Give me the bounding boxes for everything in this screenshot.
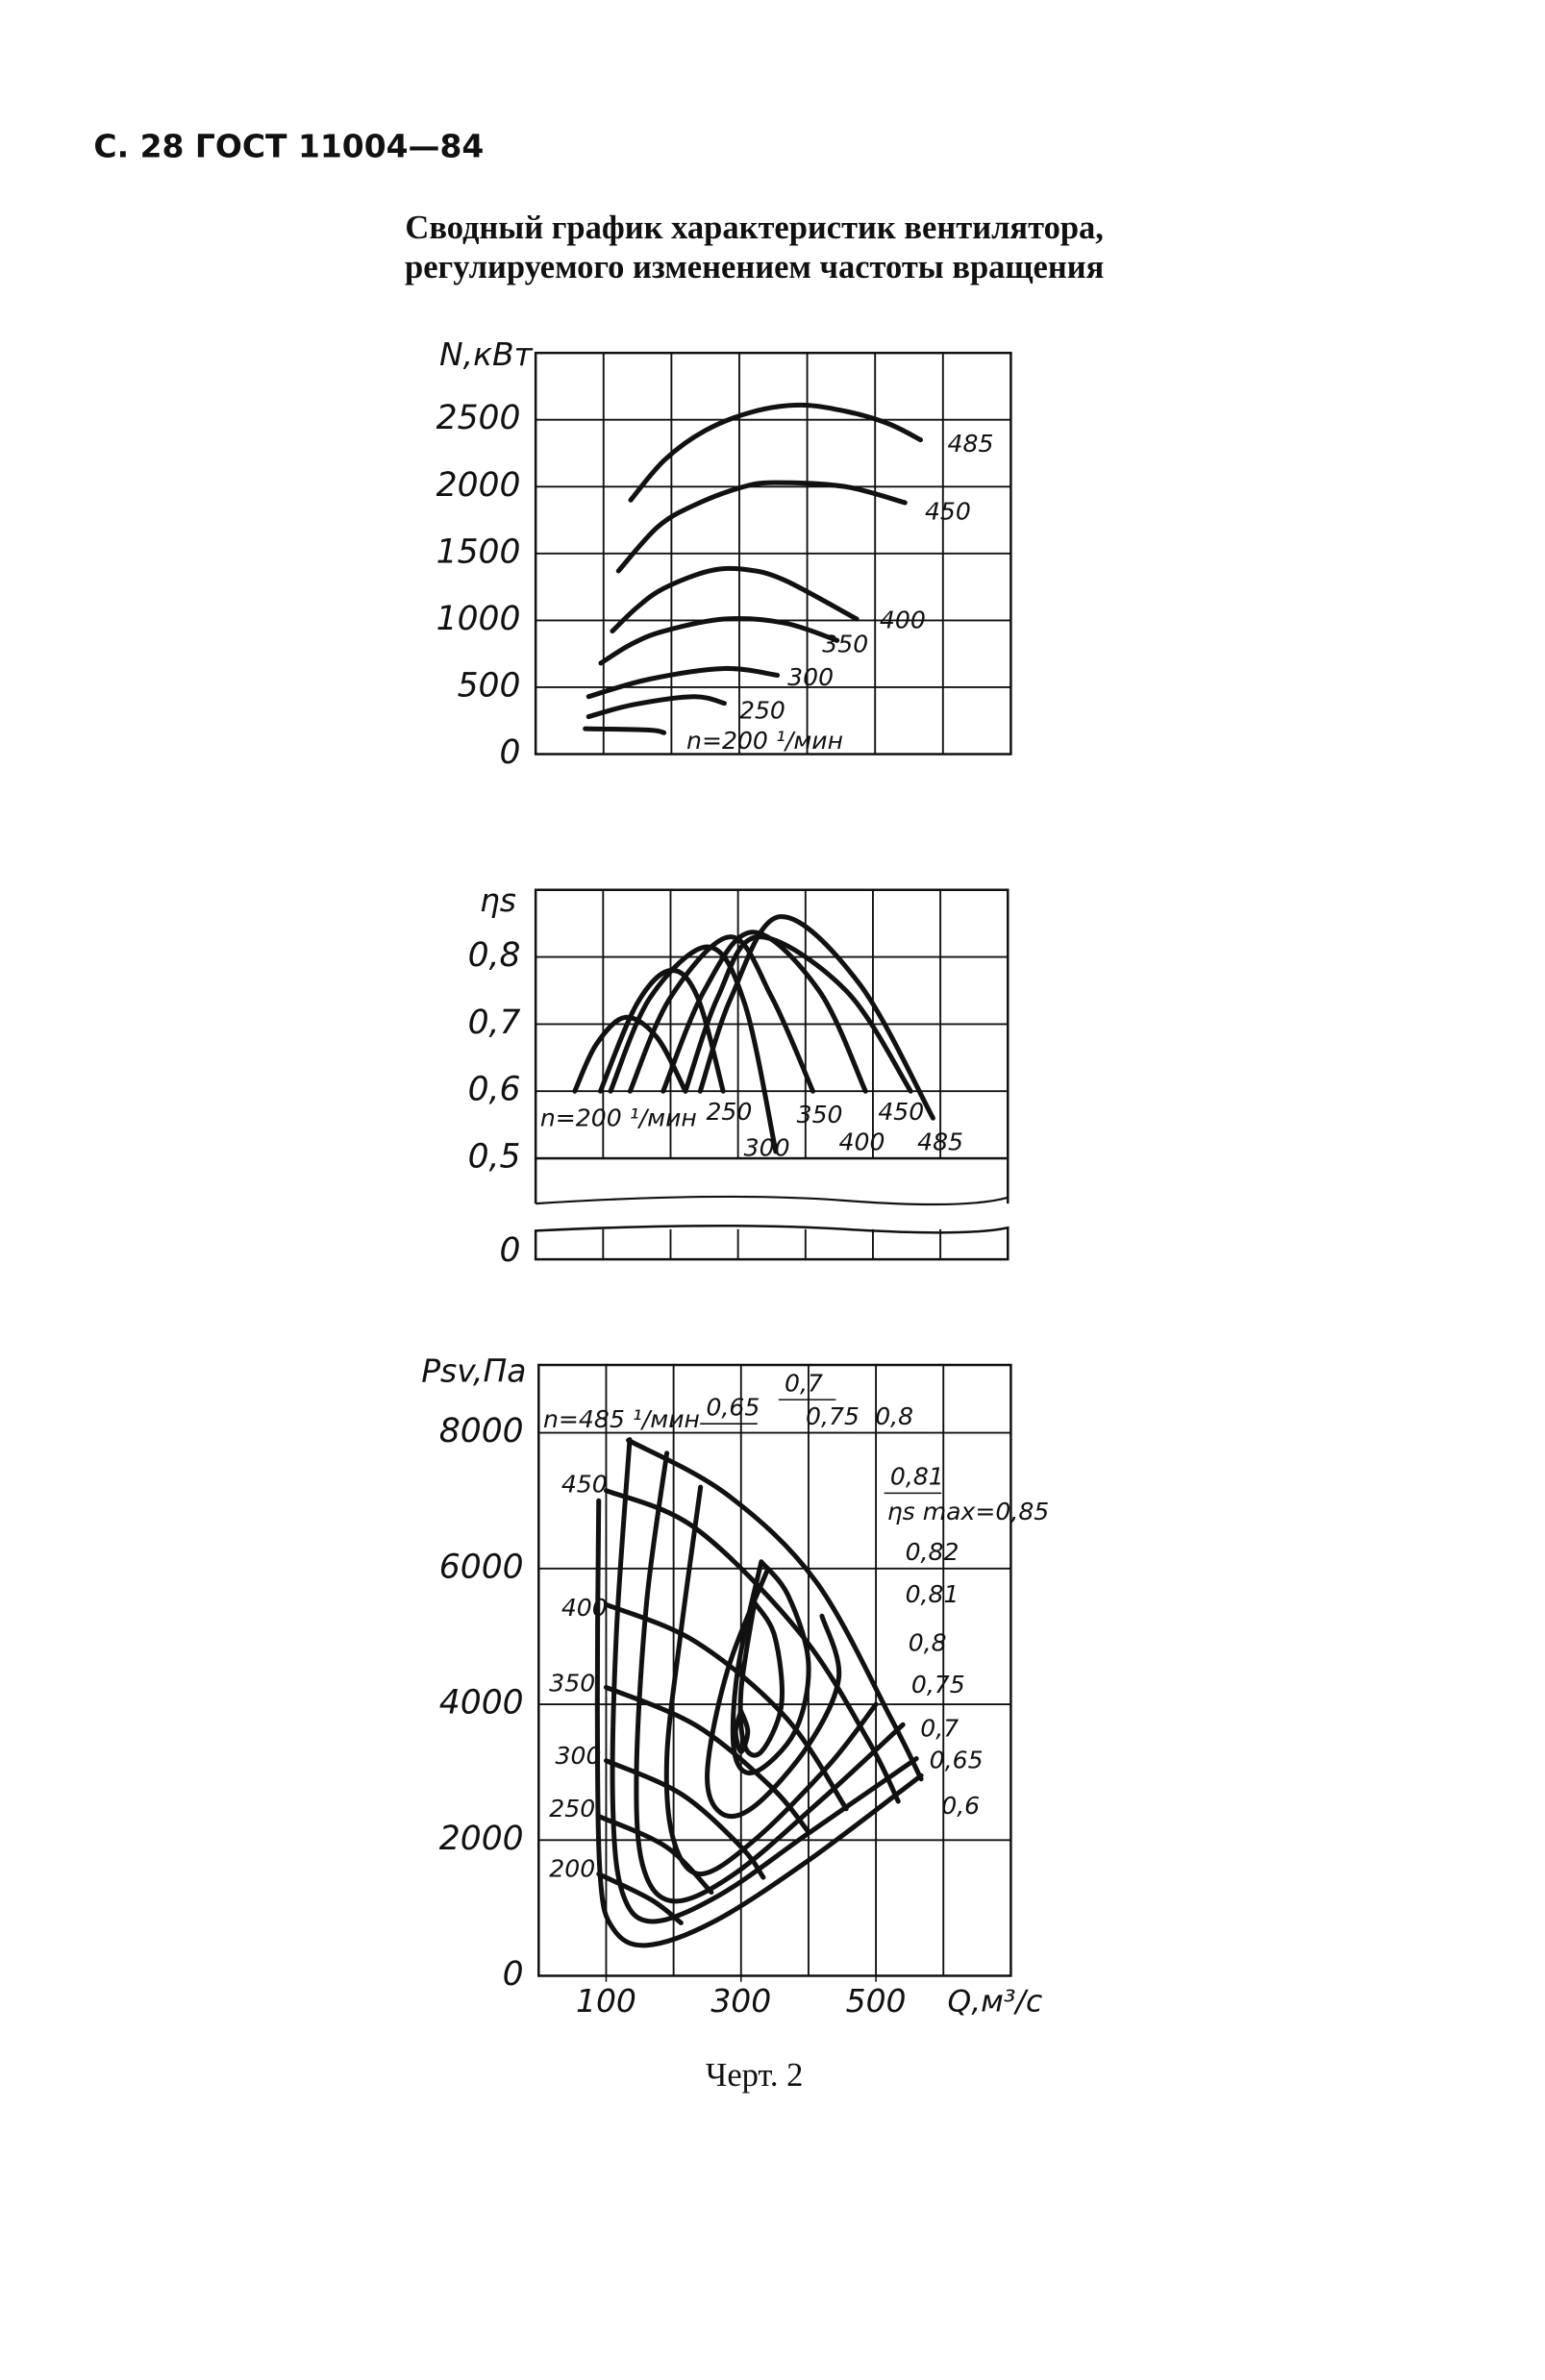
title-line: регулируемого изменением частоты вращени… <box>405 249 1104 285</box>
curve-label: 485 <box>948 430 994 458</box>
curve <box>572 1014 688 1094</box>
curve-label: 450 <box>925 497 971 525</box>
curve-label: 300 <box>556 1742 602 1770</box>
x-tick-label: 100 <box>576 1982 636 2020</box>
curve-label: 400 <box>880 606 926 633</box>
caption: Черт. 2 <box>706 2057 804 2094</box>
annotation: 0,8 <box>875 1402 913 1430</box>
curve <box>660 930 868 1094</box>
y-tick-label: 2000 <box>436 466 521 505</box>
curve-label: 0,75 <box>911 1671 965 1698</box>
y-tick-label: 0 <box>500 1231 521 1270</box>
curve <box>586 665 781 700</box>
axis-break <box>534 1224 1009 1261</box>
curve-label: 250 <box>549 1795 595 1822</box>
curve <box>586 694 727 720</box>
y-tick-label: 0,7 <box>468 1004 521 1042</box>
annotation: 0,65 <box>706 1394 760 1422</box>
y-tick-label: 0,5 <box>468 1138 521 1177</box>
page-header: С. 28 ГОСТ 11004—84 <box>93 127 484 164</box>
curve <box>663 1484 879 1877</box>
y-axis-label: ηs <box>480 881 516 919</box>
curve <box>628 402 924 503</box>
curve-label: 0,65 <box>930 1747 984 1774</box>
curve-label: 350 <box>822 631 868 658</box>
y-axis-label: N,кВт <box>439 335 534 373</box>
curve-label: 350 <box>549 1670 595 1698</box>
curve-label: 300 <box>744 1134 790 1162</box>
y-tick-label: 500 <box>458 666 521 705</box>
curve <box>598 616 840 666</box>
curve-label: 250 <box>739 697 785 725</box>
curve <box>697 914 935 1121</box>
curve <box>733 1708 751 1754</box>
curve <box>610 1437 919 1924</box>
y-axis-label: Psv,Па <box>421 1351 526 1389</box>
curve-label: n=200 ¹/мин <box>540 1103 697 1131</box>
axis-break <box>536 1195 1009 1206</box>
annotation: 0,81 <box>890 1463 944 1491</box>
y-tick-label: 0 <box>503 1955 524 1994</box>
curve-label: 0,82 <box>906 1538 959 1566</box>
curve <box>730 1559 811 1775</box>
x-tick-label: 300 <box>710 1982 771 2020</box>
curve-label: 450 <box>878 1098 924 1126</box>
curve <box>705 1566 842 1819</box>
curve-label: 400 <box>561 1594 608 1622</box>
curve <box>583 726 667 735</box>
curve <box>737 1599 785 1758</box>
y-tick-label: 0,8 <box>468 936 521 975</box>
x-axis-label: Q,м³/с <box>948 1985 1043 2020</box>
curve-label: 350 <box>797 1101 843 1128</box>
y-tick-label: 1000 <box>436 600 521 638</box>
curve <box>594 1498 924 1948</box>
curve-label: ηs max=0,85 <box>887 1498 1050 1525</box>
curve-label: 485 <box>917 1128 963 1155</box>
curve <box>634 1450 906 1904</box>
y-tick-label: 1500 <box>436 533 521 571</box>
curve-label: 400 <box>839 1128 885 1155</box>
y-tick-label: 8000 <box>439 1412 524 1450</box>
y-tick-label: 0 <box>500 733 521 772</box>
curve-label: n=200 ¹/мин <box>686 727 843 755</box>
title-line: Сводный график характеристик вентилятора… <box>405 210 1104 246</box>
y-tick-label: 4000 <box>439 1684 524 1723</box>
curve-label: 450 <box>561 1471 608 1499</box>
x-tick-label: 500 <box>846 1982 907 2020</box>
curve <box>615 480 908 574</box>
y-tick-label: 0,6 <box>468 1071 521 1109</box>
curve-label: 300 <box>787 663 834 691</box>
curve-label: 250 <box>706 1098 752 1126</box>
y-tick-label: 6000 <box>439 1548 524 1586</box>
curve-label: 0,6 <box>941 1792 980 1820</box>
curve <box>610 565 860 634</box>
curve-label: n=485 ¹/мин <box>543 1405 700 1433</box>
curve-label: 200 <box>549 1855 595 1883</box>
y-tick-label: 2500 <box>436 399 521 437</box>
y-tick-label: 2000 <box>439 1820 524 1858</box>
curve-label: 0,7 <box>920 1715 959 1743</box>
annotation: 0,7 <box>785 1369 823 1397</box>
curve-label: 0,81 <box>906 1580 959 1608</box>
curve <box>627 934 816 1094</box>
curve-label: 0,8 <box>909 1628 947 1656</box>
annotation: 0,75 <box>806 1402 860 1430</box>
